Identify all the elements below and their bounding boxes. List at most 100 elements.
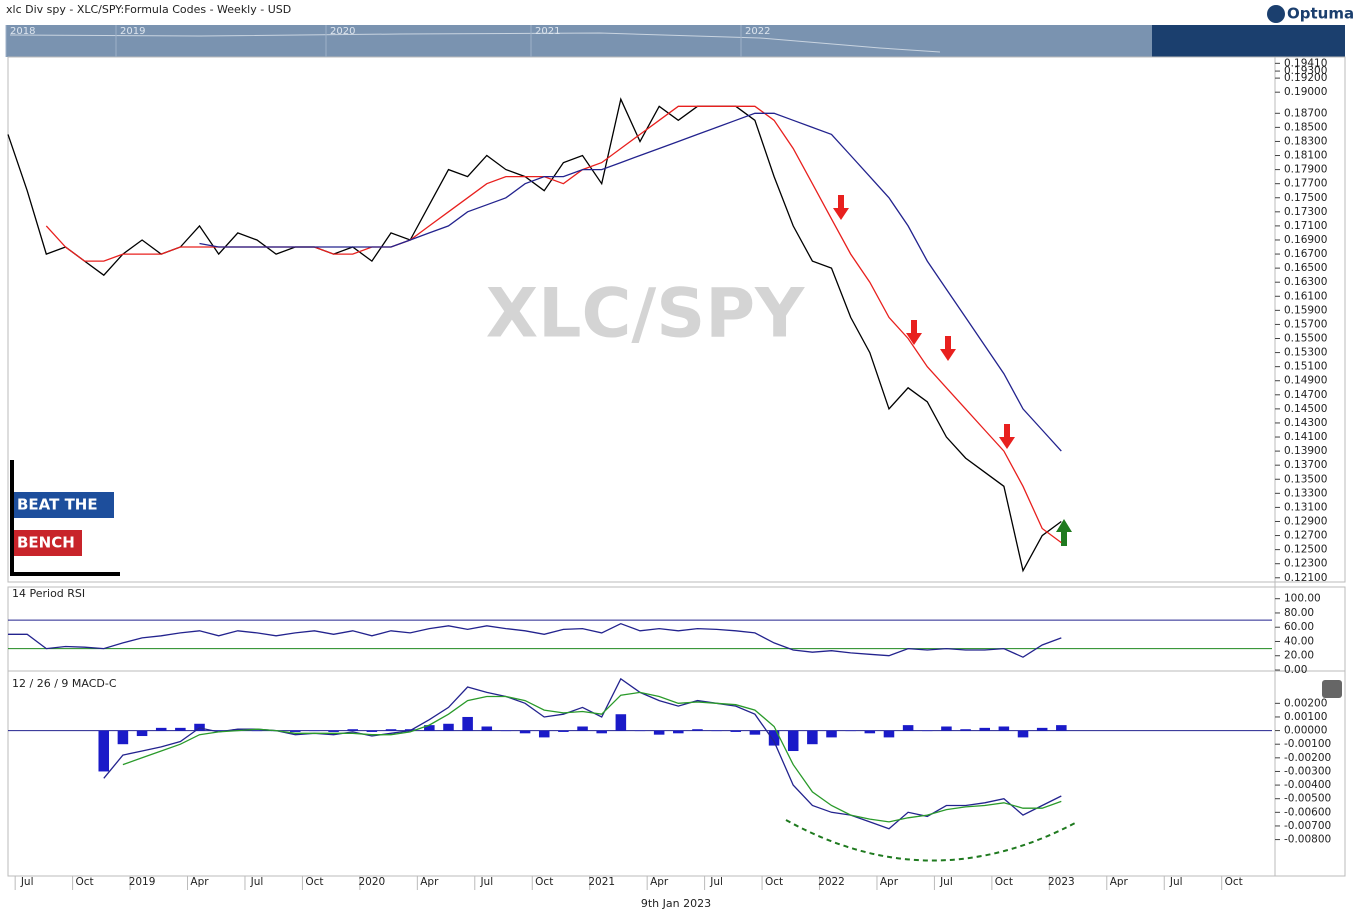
y-tick-label: 0.18100 (1284, 150, 1327, 162)
y-tick-label: 0.16500 (1284, 262, 1327, 274)
histogram-bar (941, 726, 952, 731)
histogram-bar (194, 723, 205, 731)
logo-mark (1267, 5, 1285, 23)
histogram-bar (366, 730, 378, 732)
y-tick-label: 0.15700 (1284, 318, 1327, 330)
y-tick-label: 0.18300 (1284, 135, 1327, 147)
y-tick-label: 0.18700 (1284, 107, 1327, 119)
histogram-bar (673, 730, 684, 734)
histogram-bar (979, 727, 990, 731)
lock-icon (1322, 680, 1342, 698)
x-tick-label: Apr (1110, 876, 1129, 888)
histogram-bar (577, 726, 588, 731)
histogram-bar (883, 730, 895, 738)
histogram-bar (596, 730, 607, 734)
histogram-bar (290, 730, 301, 732)
y-tick-label: -0.00300 (1284, 765, 1331, 777)
x-tick-label: Oct (1225, 876, 1243, 888)
histogram-bar (826, 730, 837, 738)
y-tick-label: 0.17900 (1284, 164, 1327, 176)
y-tick-label: 60.00 (1284, 621, 1314, 633)
y-tick-label: 0.14500 (1284, 403, 1327, 415)
price-panel (7, 56, 1346, 583)
watermark: XLC/SPY (486, 275, 805, 354)
y-tick-label: 0.14300 (1284, 417, 1327, 429)
y-tick-label: -0.00100 (1284, 738, 1331, 750)
x-tick-label: Oct (535, 876, 553, 888)
y-tick-label: 0.12500 (1284, 544, 1327, 556)
x-tick-label: Jul (709, 876, 723, 888)
y-tick-label: 0.15100 (1284, 361, 1327, 373)
navigator-year: 2019 (120, 26, 145, 37)
y-tick-label: 0.17100 (1284, 220, 1327, 232)
x-tick-label: Oct (765, 876, 783, 888)
histogram-bar (692, 729, 703, 731)
rounding-arc (785, 819, 1078, 862)
down-arrow (940, 336, 956, 361)
histogram-bar (309, 730, 320, 732)
histogram-bar (922, 730, 933, 732)
y-tick-label: 0.18500 (1284, 121, 1327, 133)
histogram-bar (558, 730, 569, 732)
series-line (8, 622, 1062, 658)
panel-title: 12 / 26 / 9 MACD-C (12, 677, 117, 690)
y-tick-label: 0.13500 (1284, 473, 1327, 485)
histogram-bar (424, 725, 435, 731)
y-tick-label: 0.19200 (1284, 72, 1327, 84)
histogram-bar (328, 730, 339, 732)
histogram-bar (730, 730, 742, 732)
histogram-bar (155, 727, 167, 731)
y-tick-label: 0.16100 (1284, 290, 1327, 302)
y-tick-label: 0.12700 (1284, 530, 1327, 542)
y-tick-label: -0.00400 (1284, 779, 1331, 791)
brand-frame (10, 460, 120, 576)
down-arrow (906, 320, 922, 345)
x-tick-label: Apr (880, 876, 899, 888)
y-tick-label: 0.19300 (1284, 65, 1327, 77)
histogram-bar (653, 730, 665, 735)
x-tick-label: 2021 (588, 876, 615, 888)
footer-date: 9th Jan 2023 (641, 897, 711, 910)
x-tick-label: Apr (650, 876, 669, 888)
histogram-bar (749, 730, 761, 735)
histogram-bar (787, 730, 799, 752)
histogram-bar (500, 730, 512, 732)
navigator-year: 2020 (330, 26, 355, 37)
y-tick-label: 0.14700 (1284, 389, 1327, 401)
brand-text: BENCH (17, 534, 75, 552)
navigator-year: 2018 (10, 26, 35, 37)
y-tick-label: -0.00700 (1284, 820, 1331, 832)
brand-text: BEAT THE (17, 496, 98, 514)
x-tick-label: 2023 (1048, 876, 1075, 888)
histogram-bar (385, 729, 397, 731)
histogram-bar (807, 730, 818, 745)
x-tick-label: Jul (939, 876, 953, 888)
x-tick-label: Apr (420, 876, 439, 888)
histogram-bar (443, 723, 454, 731)
y-tick-label: 0.13900 (1284, 445, 1327, 457)
y-tick-label: 0.15300 (1284, 347, 1327, 359)
y-tick-label: 0.17500 (1284, 192, 1327, 204)
down-arrow (999, 424, 1015, 449)
histogram-bar (711, 730, 722, 732)
x-tick-label: Jul (1169, 876, 1183, 888)
y-tick-label: 0.12100 (1284, 572, 1327, 584)
histogram-bar (98, 730, 110, 772)
y-tick-label: 20.00 (1284, 650, 1314, 662)
histogram-bar (634, 730, 646, 732)
up-arrow (1056, 519, 1072, 546)
x-tick-label: Jul (479, 876, 493, 888)
series-line (199, 112, 1062, 452)
y-tick-label: 0.00000 (1284, 725, 1327, 737)
histogram-bar (117, 730, 129, 745)
y-tick-label: 0.17300 (1284, 206, 1327, 218)
y-tick-label: -0.00800 (1284, 834, 1331, 846)
x-tick-label: Jul (20, 876, 34, 888)
y-tick-label: -0.00500 (1284, 793, 1331, 805)
down-arrow (833, 195, 849, 220)
histogram-bar (175, 727, 186, 731)
histogram-bar (1017, 730, 1029, 738)
histogram-bar (462, 716, 473, 731)
